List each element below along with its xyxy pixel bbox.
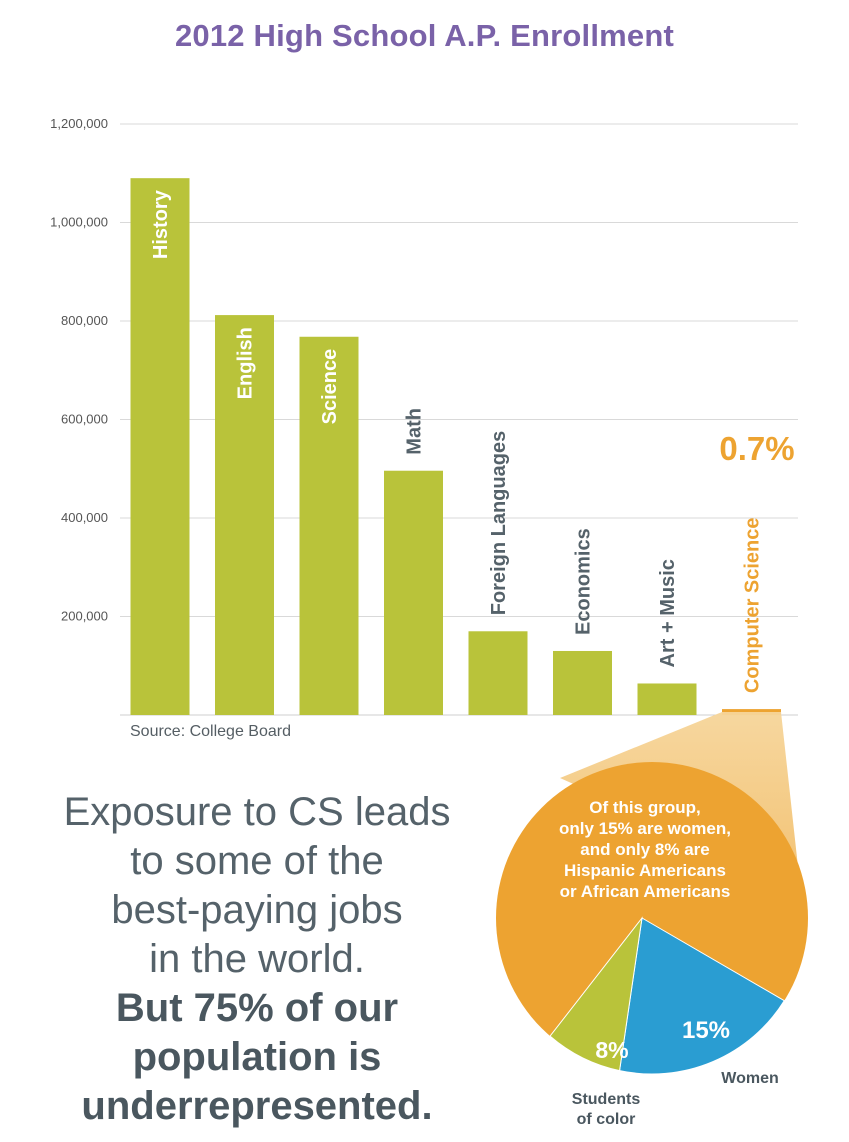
y-tick-label: 600,000 [61, 412, 108, 427]
students-of-color-label: Students of color [546, 1090, 666, 1130]
students-label-line: Students [571, 1091, 641, 1108]
tagline-line: in the world. [149, 937, 365, 981]
pie-value-students-of-color: 8% [595, 1037, 628, 1063]
pie-caption-line: Hispanic Americans [564, 861, 726, 880]
bar-math [384, 470, 443, 715]
bar-label: Economics [573, 528, 595, 635]
y-tick-label: 400,000 [61, 510, 108, 525]
bars [130, 178, 781, 716]
tagline-bold-line: underrepresented. [81, 1084, 433, 1128]
tagline-line: to some of the [130, 839, 384, 883]
y-tick-label: 1,000,000 [50, 215, 108, 230]
pie-caption-line: and only 8% are [580, 840, 710, 859]
pie-slice-women [619, 917, 785, 1075]
bar-english [215, 315, 274, 715]
tagline-line: Exposure to CS leads [63, 790, 451, 834]
tagline: Exposure to CS leads to some of the best… [22, 788, 492, 1131]
tagline-bold-line: population is [132, 1035, 382, 1079]
tagline-line: best-paying jobs [111, 888, 403, 932]
bar-history [130, 178, 190, 716]
bar-label: Computer Science [742, 517, 764, 693]
bar-art-music [637, 683, 697, 715]
highlight-value: 0.7% [719, 430, 794, 467]
bar-foreign-languages [468, 631, 528, 715]
y-tick-label: 800,000 [61, 313, 108, 328]
bar-label: Science [319, 349, 341, 425]
women-label: Women [721, 1070, 779, 1087]
bar-label: Art + Music [657, 559, 679, 667]
chart-title: 2012 High School A.P. Enrollment [174, 18, 675, 53]
bar-labels: History English Science Math Foreign Languag… [150, 189, 764, 693]
pie-caption: Of this group, only 15% are women, and o… [520, 797, 770, 902]
bar-chart: 200,000 400,000 600,000 800,000 1,000,000 1,2… [50, 116, 798, 716]
pie-caption-line: only 15% are women, [559, 819, 731, 838]
tagline-bold-line: But 75% of our [115, 986, 399, 1030]
students-label-line: of color [576, 1111, 636, 1128]
bar-label: Math [404, 408, 426, 455]
pie-value-women: 15% [682, 1017, 730, 1044]
bar-label: English [235, 327, 257, 399]
y-tick-label: 1,200,000 [50, 116, 108, 131]
bar-label: Foreign Languages [488, 431, 510, 615]
y-tick-label: 200,000 [61, 609, 108, 624]
pie-caption-line: or African Americans [559, 882, 731, 901]
pie-slice-students-of-color [549, 916, 643, 1072]
y-axis-ticks: 200,000 400,000 600,000 800,000 1,000,000 1,2… [50, 116, 108, 624]
bar-economics [553, 650, 612, 715]
bar-label: History [150, 189, 172, 259]
pie-caption-line: Of this group, [589, 798, 701, 817]
bar-science [299, 336, 359, 715]
source-note: Source: College Board [130, 723, 291, 740]
